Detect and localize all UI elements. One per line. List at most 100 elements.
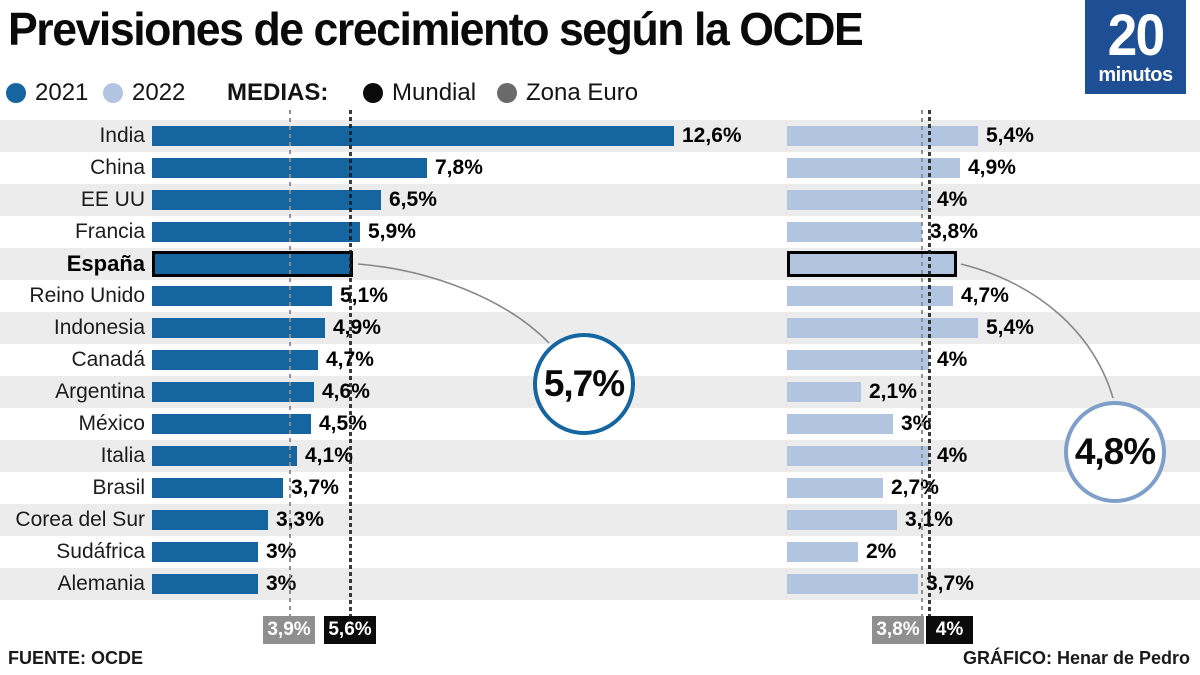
- logo-20minutos: 20 minutos: [1085, 0, 1186, 94]
- bar-2021: [152, 542, 258, 562]
- bar-2021: [152, 350, 318, 370]
- legend-dot-2022-icon: [103, 83, 123, 103]
- value-label-2021: 3,7%: [291, 476, 339, 499]
- country-label: China: [90, 156, 145, 179]
- bar-2022: [787, 350, 929, 370]
- bar-2021: [152, 446, 297, 466]
- bar-2021: [152, 414, 311, 434]
- value-label-2021: 4,6%: [322, 380, 370, 403]
- country-label: México: [78, 412, 145, 435]
- legend-label-2021: 2021: [35, 79, 89, 106]
- value-label-2022: 4,9%: [968, 156, 1016, 179]
- value-label-2022: 3,8%: [930, 220, 978, 243]
- value-label-2021: 6,5%: [389, 188, 437, 211]
- bar-2022: [787, 574, 918, 594]
- value-label-2022: 2%: [866, 540, 897, 563]
- bar-2022: [787, 478, 883, 498]
- country-label: Argentina: [55, 380, 145, 403]
- value-label-2021: 3,3%: [276, 508, 324, 531]
- bar-2022: [787, 542, 858, 562]
- bar-2022: [787, 318, 978, 338]
- value-label-2022: 2,1%: [869, 380, 917, 403]
- value-label-2022: 3,7%: [926, 572, 974, 595]
- bar-2022: [787, 222, 922, 242]
- legend-item-mundial: Mundial: [363, 79, 477, 106]
- source-credit: FUENTE: OCDE: [8, 648, 143, 668]
- bar-2022-highlighted: [787, 251, 957, 277]
- legend-medias-label: MEDIAS:: [227, 79, 329, 106]
- value-label-2022: 4%: [937, 444, 968, 467]
- bar-2022: [787, 286, 953, 306]
- value-label-2021: 12,6%: [682, 124, 742, 147]
- value-label-2022: 4%: [937, 188, 968, 211]
- legend-item-2022: 2022: [103, 79, 186, 106]
- legend-dot-mundial-icon: [363, 83, 383, 103]
- value-label-2021: 4,5%: [319, 412, 367, 435]
- bar-2022: [787, 510, 897, 530]
- value-label-2022: 2,7%: [891, 476, 939, 499]
- bar-2021: [152, 478, 283, 498]
- bar-2022: [787, 382, 861, 402]
- legend-label-zona-euro: Zona Euro: [526, 79, 639, 106]
- page-title: Previsiones de crecimiento según la OCDE: [8, 3, 864, 55]
- average-line-mundial-2021: [349, 110, 352, 616]
- bar-2021: [152, 126, 674, 146]
- country-label: Alemania: [57, 572, 145, 595]
- country-label: EE UU: [80, 188, 145, 211]
- value-label-2021: 4,9%: [333, 316, 381, 339]
- legend-label-2022: 2022: [132, 79, 186, 106]
- legend-label-mundial: Mundial: [392, 79, 477, 106]
- value-label-2022: 5,4%: [986, 316, 1034, 339]
- callout-espana-2022-value: 4,8%: [1074, 431, 1156, 472]
- value-label-2021: 4,1%: [305, 444, 353, 467]
- average-badge-zona-euro-2022: 3,8%: [872, 616, 924, 644]
- value-label-2021: 3%: [266, 572, 297, 595]
- bar-2021: [152, 286, 332, 306]
- value-label-2021: 5,9%: [368, 220, 416, 243]
- callout-espana-2021-value: 5,7%: [543, 363, 625, 404]
- bar-2021: [152, 222, 360, 242]
- legend-item-zona-euro: Zona Euro: [497, 79, 639, 106]
- legend-dot-zona-euro-icon: [497, 83, 517, 103]
- callout-espana-2021: 5,7%: [533, 333, 635, 435]
- average-line-mundial-2022: [928, 110, 931, 616]
- legend-item-2021: 2021: [6, 79, 89, 106]
- country-label: India: [99, 124, 145, 147]
- country-label: Brasil: [92, 476, 145, 499]
- value-label-2022: 4,7%: [961, 284, 1009, 307]
- average-badge-zona-euro-2021: 3,9%: [263, 616, 315, 644]
- country-label: Canadá: [71, 348, 145, 371]
- bar-2021: [152, 190, 381, 210]
- value-label-2022: 3%: [901, 412, 932, 435]
- bar-2021: [152, 574, 258, 594]
- bar-2021: [152, 318, 325, 338]
- average-line-zona-euro-2022: [921, 110, 923, 616]
- value-label-2022: 5,4%: [986, 124, 1034, 147]
- bar-2021: [152, 510, 268, 530]
- country-label: Francia: [74, 220, 145, 243]
- country-label: Indonesia: [53, 316, 145, 339]
- bar-2021: [152, 382, 314, 402]
- bar-2022: [787, 446, 929, 466]
- bar-2022: [787, 190, 929, 210]
- country-label: Italia: [100, 444, 145, 467]
- average-badge-mundial-2022: 4%: [926, 616, 973, 644]
- bar-2021-highlighted: [152, 251, 353, 277]
- bar-2022: [787, 158, 960, 178]
- value-label-2021: 7,8%: [435, 156, 483, 179]
- logo-word: minutos: [1098, 64, 1173, 86]
- legend-dot-2021-icon: [6, 83, 26, 103]
- bar-2022: [787, 126, 978, 146]
- value-label-2021: 5,1%: [340, 284, 388, 307]
- country-label: España: [66, 251, 145, 276]
- average-line-zona-euro-2021: [289, 110, 291, 616]
- value-label-2021: 3%: [266, 540, 297, 563]
- bar-2022: [787, 414, 893, 434]
- country-label: Reino Unido: [29, 284, 145, 307]
- graphic-credit: GRÁFICO: Henar de Pedro: [962, 648, 1190, 668]
- country-label: Sudáfrica: [56, 540, 145, 563]
- callout-espana-2022: 4,8%: [1064, 401, 1166, 503]
- logo-number: 20: [1107, 3, 1166, 68]
- country-label: Corea del Sur: [15, 508, 145, 531]
